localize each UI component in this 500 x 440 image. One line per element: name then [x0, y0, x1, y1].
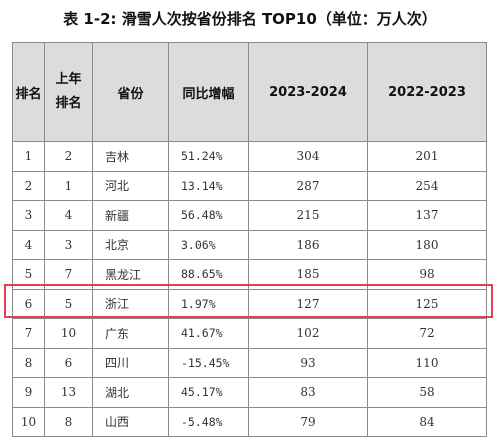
value-2023-2024-cell: 102 — [248, 318, 368, 349]
value-2023-2024-cell: 127 — [248, 288, 368, 319]
value-2023-2024-cell: 83 — [248, 377, 368, 408]
table-row: 7 10 广东 41.67% 102 72 — [12, 318, 487, 349]
value-2022-2023-cell: 125 — [367, 288, 487, 319]
header-province: 省份 — [92, 42, 169, 142]
table-row: 1 2 吉林 51.24% 304 201 — [12, 141, 487, 172]
yoy-cell: 45.17% — [168, 377, 249, 408]
prev-rank-cell: 3 — [44, 229, 93, 260]
rank-cell: 5 — [12, 259, 45, 290]
header-yoy: 同比增幅 — [168, 42, 249, 142]
table-row: 10 8 山西 -5.48% 79 84 — [12, 406, 487, 437]
province-cell: 湖北 — [92, 377, 169, 408]
value-2022-2023-cell: 254 — [367, 170, 487, 201]
yoy-cell: 1.97% — [168, 288, 249, 319]
table-row: 5 7 黑龙江 88.65% 185 98 — [12, 259, 487, 290]
value-2023-2024-cell: 215 — [248, 200, 368, 231]
value-2022-2023-cell: 110 — [367, 347, 487, 378]
province-cell: 广东 — [92, 318, 169, 349]
prev-rank-cell: 5 — [44, 288, 93, 319]
yoy-cell: 56.48% — [168, 200, 249, 231]
header-prev-rank-top: 上年 — [55, 72, 82, 87]
prev-rank-cell: 2 — [44, 141, 93, 172]
header-row: 排名 上年 排名 省份 同比增幅 2023-2024 2022-2023 — [12, 42, 487, 142]
province-cell: 黑龙江 — [92, 259, 169, 290]
table-row: 6 5 浙江 1.97% 127 125 — [12, 288, 487, 319]
province-cell: 北京 — [92, 229, 169, 260]
header-rank: 排名 — [12, 42, 45, 142]
province-cell: 新疆 — [92, 200, 169, 231]
table-row: 8 6 四川 -15.45% 93 110 — [12, 347, 487, 378]
province-cell: 河北 — [92, 170, 169, 201]
header-2022-2023: 2022-2023 — [367, 42, 487, 142]
prev-rank-cell: 8 — [44, 406, 93, 437]
value-2023-2024-cell: 287 — [248, 170, 368, 201]
province-cell: 浙江 — [92, 288, 169, 319]
value-2023-2024-cell: 186 — [248, 229, 368, 260]
rank-cell: 2 — [12, 170, 45, 201]
value-2022-2023-cell: 72 — [367, 318, 487, 349]
rank-cell: 9 — [12, 377, 45, 408]
rank-cell: 1 — [12, 141, 45, 172]
table-row: 4 3 北京 3.06% 186 180 — [12, 229, 487, 260]
table-body: 1 2 吉林 51.24% 304 201 2 1 河北 13.14% 287 254 3 4 新疆 56.4… — [12, 141, 487, 437]
rank-cell: 10 — [12, 406, 45, 437]
rank-cell: 3 — [12, 200, 45, 231]
yoy-cell: -15.45% — [168, 347, 249, 378]
province-cell: 四川 — [92, 347, 169, 378]
prev-rank-cell: 6 — [44, 347, 93, 378]
value-2023-2024-cell: 79 — [248, 406, 368, 437]
value-2023-2024-cell: 93 — [248, 347, 368, 378]
rank-cell: 7 — [12, 318, 45, 349]
table-row: 9 13 湖北 45.17% 83 58 — [12, 377, 487, 408]
rank-cell: 6 — [12, 288, 45, 319]
yoy-cell: 51.24% — [168, 141, 249, 172]
prev-rank-cell: 1 — [44, 170, 93, 201]
table-row: 3 4 新疆 56.48% 215 137 — [12, 200, 487, 231]
yoy-cell: -5.48% — [168, 406, 249, 437]
value-2022-2023-cell: 84 — [367, 406, 487, 437]
table-title: 表 1-2: 滑雪人次按省份排名 TOP10（单位：万人次） — [63, 10, 437, 28]
rank-cell: 8 — [12, 347, 45, 378]
value-2022-2023-cell: 58 — [367, 377, 487, 408]
yoy-cell: 3.06% — [168, 229, 249, 260]
value-2023-2024-cell: 185 — [248, 259, 368, 290]
value-2023-2024-cell: 304 — [248, 141, 368, 172]
header-prev-rank-bottom: 排名 — [55, 96, 82, 111]
value-2022-2023-cell: 180 — [367, 229, 487, 260]
value-2022-2023-cell: 137 — [367, 200, 487, 231]
prev-rank-cell: 13 — [44, 377, 93, 408]
prev-rank-cell: 10 — [44, 318, 93, 349]
value-2022-2023-cell: 201 — [367, 141, 487, 172]
prev-rank-cell: 4 — [44, 200, 93, 231]
yoy-cell: 13.14% — [168, 170, 249, 201]
prev-rank-cell: 7 — [44, 259, 93, 290]
yoy-cell: 88.65% — [168, 259, 249, 290]
province-cell: 山西 — [92, 406, 169, 437]
header-2023-2024: 2023-2024 — [248, 42, 368, 142]
table-row: 2 1 河北 13.14% 287 254 — [12, 170, 487, 201]
rank-cell: 4 — [12, 229, 45, 260]
value-2022-2023-cell: 98 — [367, 259, 487, 290]
province-cell: 吉林 — [92, 141, 169, 172]
yoy-cell: 41.67% — [168, 318, 249, 349]
header-prev-rank: 上年 排名 — [44, 42, 93, 142]
